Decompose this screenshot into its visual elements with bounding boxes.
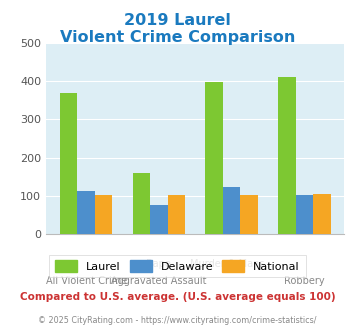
Text: 2019 Laurel: 2019 Laurel [124, 13, 231, 28]
Bar [206, 82, 223, 234]
Text: Aggravated Assault: Aggravated Assault [111, 276, 207, 286]
Legend: Laurel, Delaware, National: Laurel, Delaware, National [49, 255, 306, 277]
Text: Rape: Rape [147, 259, 171, 269]
Text: All Violent Crime: All Violent Crime [45, 276, 127, 286]
Bar [150, 205, 168, 234]
Bar [168, 195, 185, 234]
Bar [60, 93, 77, 234]
Bar [223, 187, 240, 234]
Text: © 2025 CityRating.com - https://www.cityrating.com/crime-statistics/: © 2025 CityRating.com - https://www.city… [38, 316, 317, 325]
Text: Compared to U.S. average. (U.S. average equals 100): Compared to U.S. average. (U.S. average … [20, 292, 335, 302]
Bar [240, 195, 258, 234]
Text: Robbery: Robbery [284, 276, 325, 286]
Bar [296, 195, 313, 234]
Bar [313, 194, 331, 234]
Text: Murder & Mans...: Murder & Mans... [190, 259, 273, 269]
Bar [133, 173, 150, 234]
Bar [95, 195, 112, 234]
Bar [77, 191, 95, 234]
Bar [278, 77, 296, 234]
Text: Violent Crime Comparison: Violent Crime Comparison [60, 30, 295, 45]
